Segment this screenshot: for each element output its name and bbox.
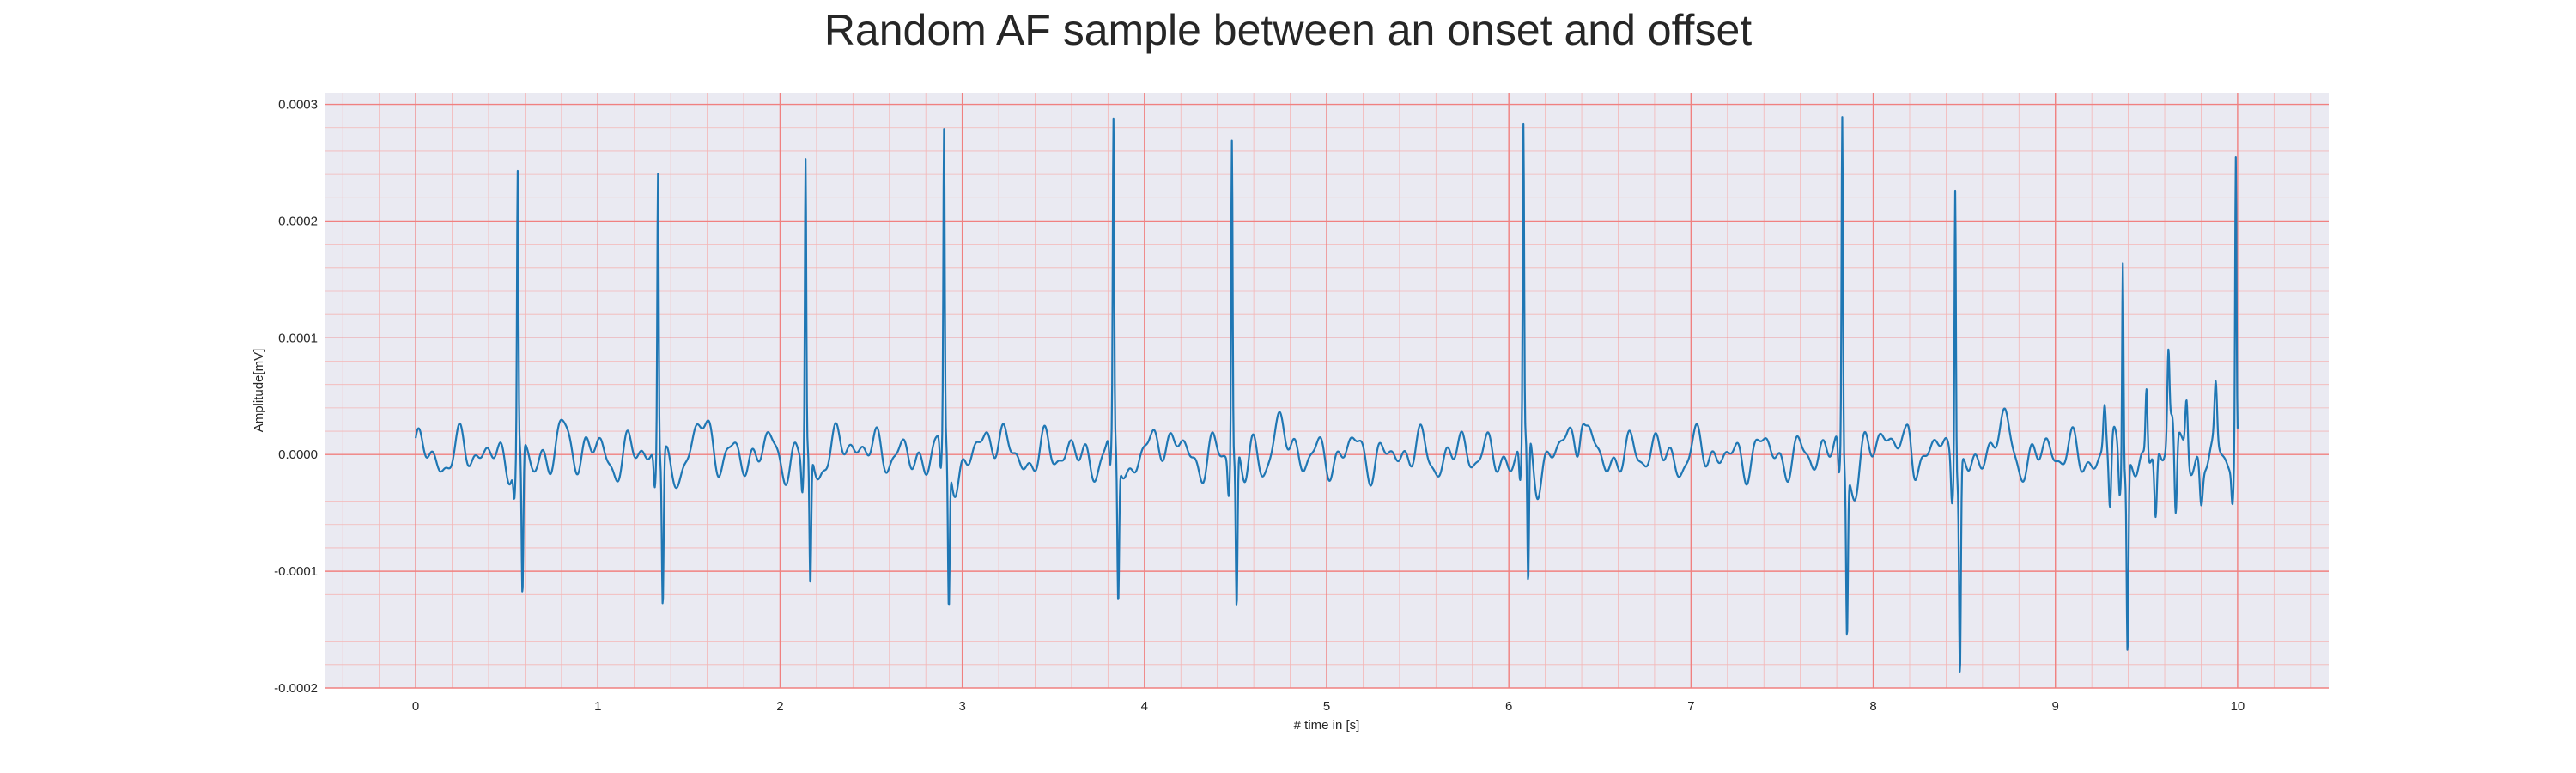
chart-title: Random AF sample between an onset and of… — [823, 6, 1753, 54]
y-tick-labels: -0.0002 -0.0001 0.0000 0.0001 0.0002 0.0003 — [274, 98, 318, 696]
x-tick-label: 3 — [958, 699, 965, 714]
y-tick-label: 0.0003 — [278, 98, 318, 113]
y-tick-label: 0.0002 — [278, 214, 318, 228]
y-tick-label: -0.0002 — [274, 681, 318, 696]
x-tick-label: 5 — [1323, 699, 1330, 714]
ecg-trace-line — [415, 116, 2239, 673]
x-axis-label: # time in [s] — [1294, 718, 1360, 733]
x-tick-label: 0 — [412, 699, 419, 714]
x-tick-label: 8 — [1869, 699, 1876, 714]
major-grid — [325, 93, 2329, 689]
y-tick-label: -0.0001 — [274, 564, 318, 579]
x-tick-label: 6 — [1505, 699, 1512, 714]
x-tick-label: 2 — [776, 699, 783, 714]
y-tick-label: 0.0001 — [278, 331, 318, 345]
x-tick-label: 4 — [1141, 699, 1148, 714]
y-tick-label: 0.0000 — [278, 447, 318, 462]
x-tick-label: 1 — [594, 699, 601, 714]
x-tick-label: 10 — [2231, 699, 2245, 714]
x-tick-label: 7 — [1687, 699, 1694, 714]
y-axis-label: Amplitude[mV] — [252, 349, 266, 433]
x-tick-labels: 0 1 2 3 4 5 6 7 8 9 10 — [412, 699, 2245, 714]
x-tick-label: 9 — [2052, 699, 2059, 714]
